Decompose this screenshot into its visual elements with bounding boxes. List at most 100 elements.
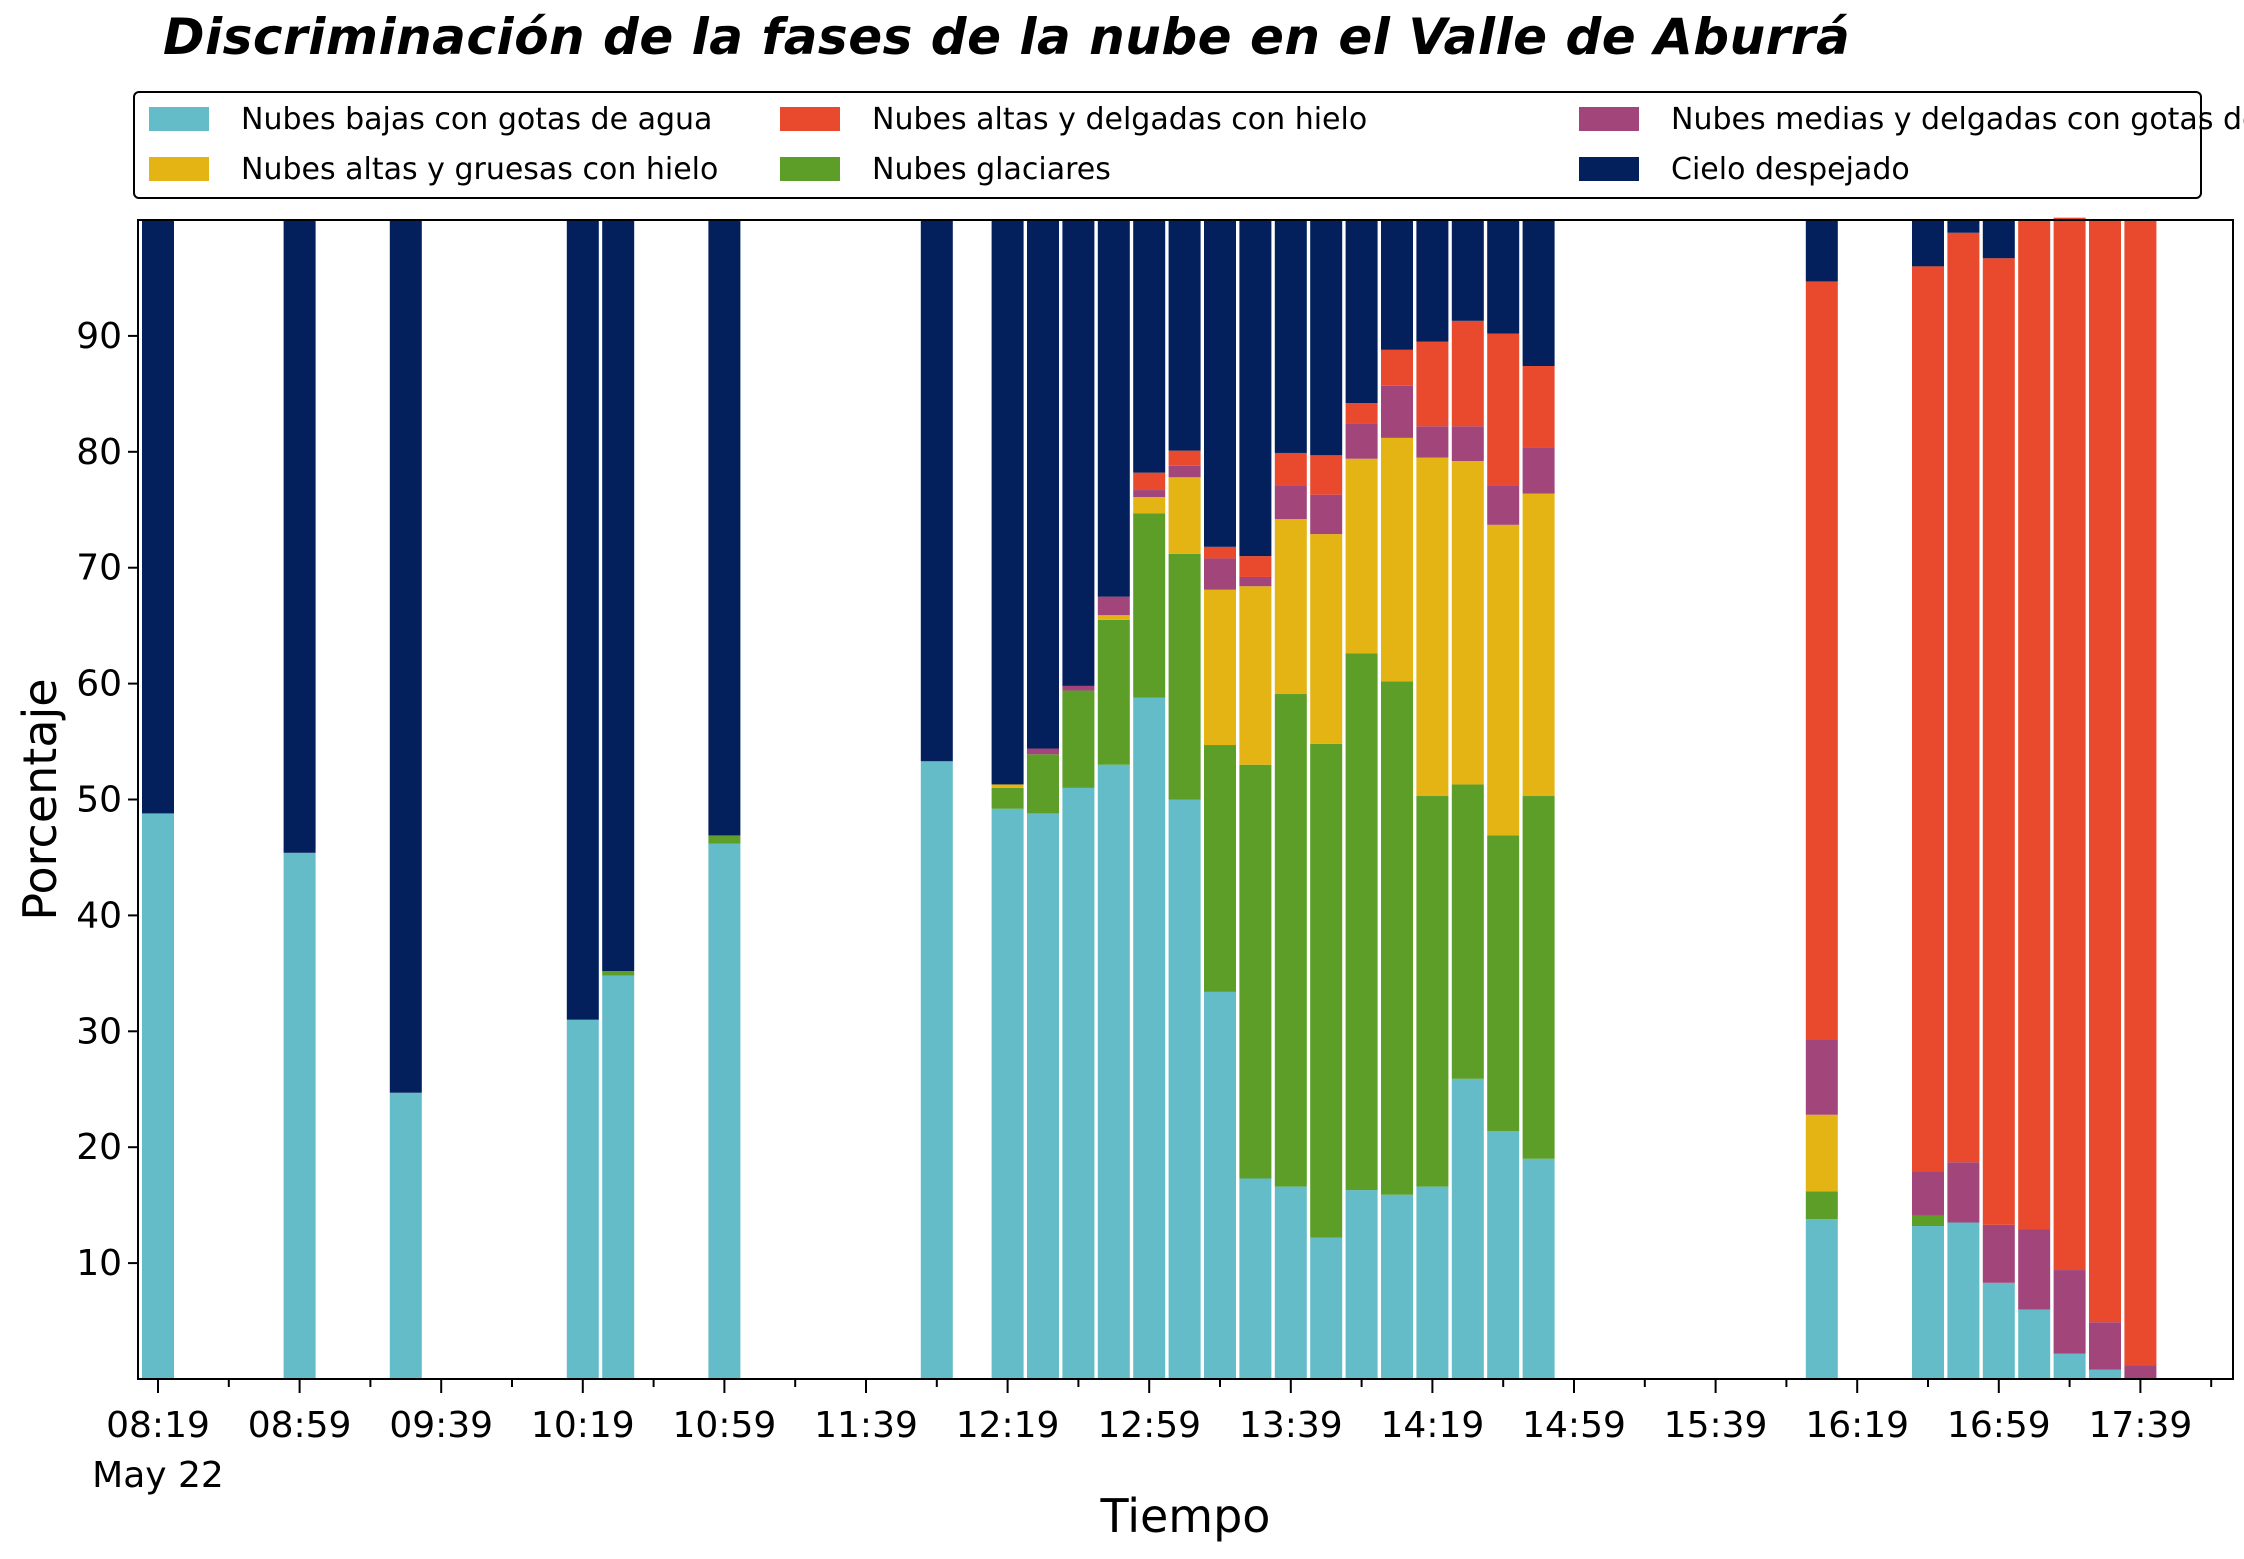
y-tick-label: 80 <box>76 432 122 473</box>
legend-swatch <box>1579 157 1639 181</box>
chart-legend: Nubes bajas con gotas de agua Nubes altas… <box>133 91 2244 199</box>
bar-segment <box>1416 796 1449 1187</box>
x-tick-label: 12:19 <box>956 1405 1060 1446</box>
bar-segment <box>1097 596 1130 616</box>
bar-segment <box>1416 220 1449 342</box>
legend-label: Cielo despejado <box>1671 151 1910 187</box>
legend-label: Nubes glaciares <box>872 151 1111 187</box>
bar-segment <box>1027 754 1059 814</box>
x-tick-label: 14:19 <box>1381 1405 1485 1446</box>
bar-segment <box>1345 458 1378 654</box>
bar-segment <box>283 220 316 853</box>
bar-segment <box>1133 497 1166 514</box>
bar-segment <box>1805 1191 1838 1220</box>
bar-segment <box>142 813 174 1379</box>
bar-segment <box>1805 1039 1838 1115</box>
bar-segment <box>1416 1186 1449 1379</box>
bar-segment <box>1947 232 1980 1163</box>
bar-segment <box>1416 426 1449 458</box>
x-tick-label: 16:59 <box>1947 1405 2051 1446</box>
bar-segment <box>1345 220 1378 404</box>
bar-segment <box>1310 1237 1343 1379</box>
bar-segment <box>1487 485 1520 525</box>
bar-segment <box>1062 690 1095 788</box>
bar-segment <box>1133 490 1166 497</box>
bar-segment <box>1487 835 1520 1131</box>
bar-segment <box>1274 1186 1307 1379</box>
bar-segment <box>1168 799 1201 1379</box>
x-date-label: May 22 <box>92 1455 224 1496</box>
bar-segment <box>1097 615 1130 620</box>
bar-segment <box>1097 764 1130 1379</box>
legend-swatch <box>780 107 840 131</box>
bar-segment <box>1310 494 1343 535</box>
bar-segment <box>1204 745 1236 992</box>
bar-segment <box>1062 685 1095 691</box>
bar-segment <box>2018 1229 2051 1310</box>
bar-segment <box>1310 743 1343 1238</box>
x-tick-label: 10:59 <box>673 1405 777 1446</box>
bar-segment <box>1204 558 1236 590</box>
bar-segment <box>2124 1365 2157 1379</box>
bar-segment <box>2089 1369 2121 1379</box>
bar-segment <box>1487 1130 1520 1379</box>
bar-segment <box>2053 1270 2086 1354</box>
bar-segment <box>1522 493 1555 797</box>
x-axis-label: Tiempo <box>1100 1489 1271 1543</box>
x-tick-label: 12:59 <box>1097 1405 1201 1446</box>
bar-segment <box>2089 1322 2121 1370</box>
bar-segment <box>566 1019 599 1379</box>
bar-segment <box>1487 524 1520 836</box>
bar-segment <box>2018 1309 2051 1379</box>
bar-segment <box>1451 461 1484 785</box>
bar-segment <box>1345 1190 1378 1379</box>
bar-segment <box>1097 619 1130 765</box>
bar-segment <box>1345 423 1378 459</box>
x-tick-label: 09:39 <box>389 1405 493 1446</box>
legend-swatch <box>149 157 209 181</box>
bar-segment <box>1310 455 1343 495</box>
bar-segment <box>1381 220 1413 350</box>
legend-item: Nubes bajas con gotas de agua <box>149 99 712 139</box>
bar-segment <box>2018 221 2051 1230</box>
bars-group <box>142 217 2157 1379</box>
x-tick-label: 11:39 <box>814 1405 918 1446</box>
bar-segment <box>1912 1171 1944 1216</box>
legend-swatch <box>780 157 840 181</box>
x-tick-label: 14:59 <box>1522 1405 1626 1446</box>
bar-segment <box>1947 1162 1980 1223</box>
bar-segment <box>1274 519 1307 695</box>
bar-segment <box>1522 366 1555 448</box>
bar-segment <box>1168 220 1201 451</box>
legend-swatch <box>149 107 209 131</box>
y-tick-label: 10 <box>76 1243 122 1284</box>
bar-segment <box>283 852 316 1379</box>
bar-segment <box>708 843 741 1379</box>
bar-segment <box>1451 426 1484 462</box>
bar-segment <box>1345 403 1378 424</box>
legend-item: Cielo despejado <box>1579 149 1910 189</box>
bar-segment <box>1381 349 1413 386</box>
bar-segment <box>1168 450 1201 466</box>
y-tick-label: 70 <box>76 548 122 589</box>
bar-segment <box>1239 1178 1272 1379</box>
x-tick-label: 10:19 <box>531 1405 635 1446</box>
bar-segment <box>1947 220 1980 233</box>
legend-label: Nubes medias y delgadas con gotas de agu… <box>1671 101 2244 137</box>
bar-segment <box>1805 1219 1838 1379</box>
bar-segment <box>142 220 174 814</box>
bar-segment <box>1204 546 1236 559</box>
y-tick-label: 20 <box>76 1127 122 1168</box>
bar-segment <box>708 220 741 836</box>
legend-item: Nubes medias y delgadas con gotas de agu… <box>1579 99 2244 139</box>
bar-segment <box>1522 447 1555 494</box>
y-tick-label: 90 <box>76 316 122 357</box>
x-tick-label: 08:19 <box>106 1405 210 1446</box>
y-tick-label: 60 <box>76 664 122 705</box>
bar-segment <box>920 220 953 762</box>
bar-segment <box>1239 576 1272 587</box>
chart-title: Discriminación de la fases de la nube en… <box>163 8 1851 66</box>
bar-segment <box>1274 485 1307 520</box>
bar-segment <box>1204 589 1236 746</box>
bar-segment <box>991 808 1024 1379</box>
